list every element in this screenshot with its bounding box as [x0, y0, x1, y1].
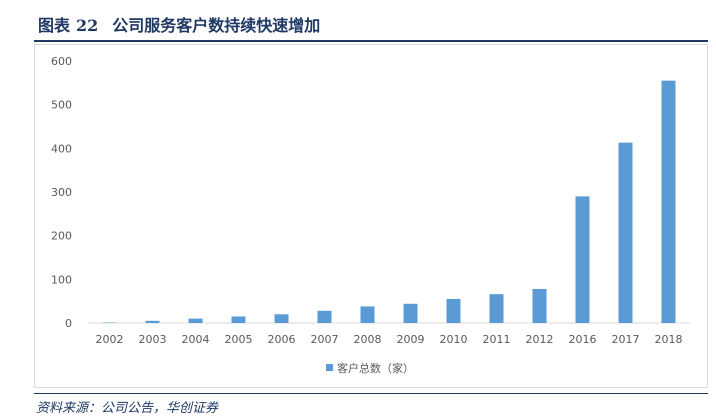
bar-2007: [317, 310, 332, 323]
x-tick-label: 2018: [655, 333, 683, 346]
figure-number: 22: [76, 16, 99, 35]
figure-title-text: 公司服务客户数持续快速增加: [112, 16, 321, 35]
y-tick-label: 0: [65, 317, 72, 330]
bar-2005: [231, 316, 246, 323]
x-tick-label: 2003: [139, 333, 167, 346]
x-tick-label: 2006: [268, 333, 296, 346]
x-tick-label: 2004: [182, 333, 210, 346]
bars: [102, 80, 676, 324]
title-rule: [34, 40, 708, 42]
legend-label: 客户总数（家）: [337, 361, 414, 375]
source-note: 资料来源：公司公告，华创证券: [36, 401, 219, 416]
x-tick-label: 2012: [526, 333, 554, 346]
x-tick-label: 2010: [440, 333, 468, 346]
legend: 客户总数（家）: [326, 361, 414, 375]
y-tick-label: 200: [51, 230, 72, 243]
x-tick-label: 2017: [612, 333, 640, 346]
x-tick-label: 2016: [569, 333, 597, 346]
bar-2003: [145, 320, 160, 323]
y-tick-label: 500: [51, 99, 72, 112]
bar-2018: [661, 80, 676, 324]
legend-swatch: [326, 364, 333, 371]
bar-2008: [360, 306, 375, 323]
x-axis-ticks: 2002 2003 2004 2005 2006 2007 2008 2009 2010 2011…: [96, 333, 683, 346]
figure-label: 图表: [38, 16, 71, 35]
x-tick-label: 2007: [311, 333, 339, 346]
x-tick-label: 2008: [354, 333, 382, 346]
y-tick-label: 400: [51, 142, 72, 155]
bar-2006: [274, 314, 289, 323]
bar-2004: [188, 318, 203, 323]
x-tick-label: 2002: [96, 333, 124, 346]
y-axis-ticks: 0 100 200 300 400 500 600: [51, 55, 72, 330]
bar-2009: [403, 303, 418, 323]
bar-2017: [618, 142, 633, 323]
x-tick-label: 2009: [397, 333, 425, 346]
figure-title: 图表 22 公司服务客户数持续快速增加: [38, 14, 320, 38]
bar-2016: [575, 196, 590, 323]
y-tick-label: 300: [51, 186, 72, 199]
bar-2010: [446, 298, 461, 323]
bar-2012: [532, 288, 547, 323]
chart-frame: [34, 44, 708, 388]
y-tick-label: 600: [51, 55, 72, 68]
x-tick-label: 2005: [225, 333, 253, 346]
y-tick-label: 100: [51, 273, 72, 286]
source-rule: [34, 393, 708, 394]
x-tick-label: 2011: [483, 333, 511, 346]
bar-2011: [489, 294, 504, 323]
